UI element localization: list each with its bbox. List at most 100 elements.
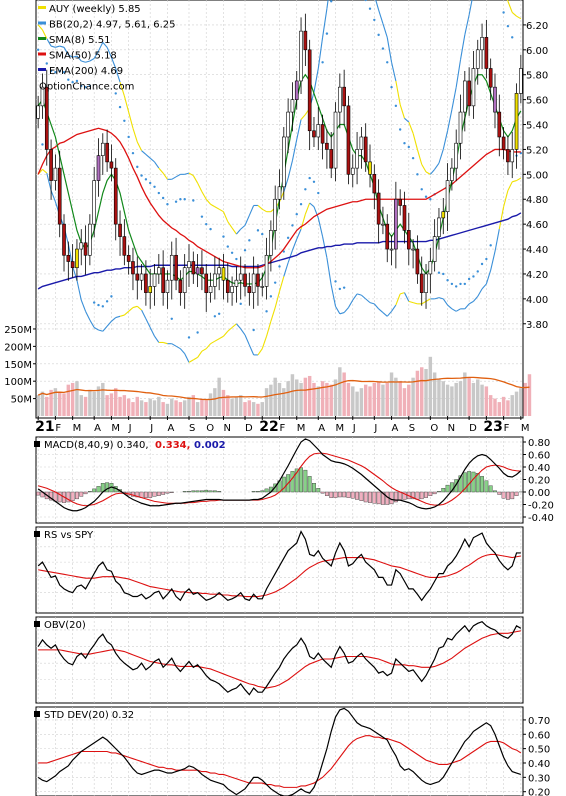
psar-dot [411,156,415,160]
psar-dot [429,198,432,201]
bollinger-lower-segment [309,202,315,208]
bollinger-lower-segment [184,353,190,363]
volume-bar [157,396,161,416]
psar-dot [235,257,238,261]
swatch-icon [38,68,46,71]
volume-bar [62,393,66,416]
x-tick-label: J [352,423,356,434]
bollinger-lower-segment [154,335,160,343]
psar-dot [291,224,294,227]
volume-bar [273,377,277,416]
volume-bar [131,402,135,416]
volume-bar [501,396,506,416]
swatch-icon [38,52,46,56]
bollinger-lower-segment [223,330,229,337]
psar-dot [243,249,247,252]
y-tick-label: 5.00 [526,170,548,181]
bollinger-upper-segment [283,177,289,192]
psar-dot [144,178,148,181]
macd-hist-bar [480,476,484,493]
volume-bar [398,381,402,416]
psar-dot [373,18,376,22]
candle-body [221,267,226,281]
bollinger-upper-segment [119,82,125,97]
macd-hist-bar [363,491,368,503]
bollinger-lower-segment [128,307,134,312]
obv-average-line [38,630,521,689]
macd-swatch-icon [34,441,40,447]
x-tick-label: A [167,423,174,434]
obv-swatch-icon [34,621,40,627]
bollinger-upper-segment [214,206,220,210]
bollinger-upper-segment [395,80,401,105]
bollinger-upper-segment [421,164,427,173]
candle-body [398,198,402,206]
bollinger-lower-segment [403,292,410,302]
psar-dot [286,236,290,240]
bollinger-lower-segment [335,306,341,315]
x-tick-label: D [469,423,477,434]
macd-hist-bar [200,490,204,493]
volume-bar [75,381,79,416]
bollinger-upper-segment [171,176,177,180]
x-tick-label: O [206,423,214,434]
candle-body [44,86,49,150]
bollinger-upper-segment [386,37,393,63]
volume-bar [363,384,368,416]
bollinger-upper-segment [412,133,418,150]
bollinger-upper-segment [63,47,69,56]
bollinger-lower-segment [218,335,224,340]
psar-dot [282,250,286,253]
macd-hist-bar [419,491,424,500]
candle-body [342,86,346,107]
volume-bar [182,400,187,416]
volume-bar [161,402,165,416]
volume-bars [36,356,532,416]
bollinger-lower-segment [361,294,367,300]
std-line [37,707,522,796]
bollinger-lower-segment [193,356,198,361]
x-tick-label: 22 [259,419,278,435]
candle-body [385,223,390,250]
psar-dot [299,203,303,206]
macd-hist-bar [87,491,92,493]
candle-body [191,261,196,275]
psar-dot [338,287,342,291]
candle-body [100,142,105,156]
legend-entry: AUY (weekly) 5.85 [49,4,141,15]
psar-dot [101,305,105,308]
volume-bar [454,382,458,416]
candle-body [217,267,221,275]
candle-body [463,80,467,113]
macd-tick-label: -0.40 [528,513,554,524]
psar-dot [330,0,333,3]
macd-hist-bar [393,491,398,503]
legend: AUY (weekly) 5.85 BB(20,2) 4.97, 5.61, 6.… [38,4,175,93]
bollinger-upper-segment [72,55,78,58]
macd-tick-label: 0.40 [528,463,550,474]
bollinger-upper-segment [205,198,211,205]
candle-body [394,198,398,250]
psar-dot [62,71,66,74]
volume-bar [342,372,346,416]
candle-body [83,242,88,256]
macd-hist-bar [195,490,200,493]
macd-hist-value: 0.002 [194,440,226,451]
macd-hist-bar [445,484,450,493]
bollinger-upper-segment [261,208,267,213]
candle-body [273,198,277,231]
x-tick-label: 21 [35,419,54,435]
bollinger-upper-segment [464,14,470,35]
macd-hist-bar [152,491,157,497]
candle-body [329,149,334,169]
bollinger-lower-segment [235,323,242,330]
y-tick-label: 6.20 [526,21,548,32]
macd-hist-bar [337,491,342,498]
candle-body [122,236,127,256]
bollinger-upper-segment [507,1,513,13]
volume-bar [359,388,364,416]
volume-bar [174,400,178,416]
rs-label: RS vs SPY [34,530,94,541]
psar-dot [92,301,96,304]
bollinger-lower-segment [296,228,302,240]
